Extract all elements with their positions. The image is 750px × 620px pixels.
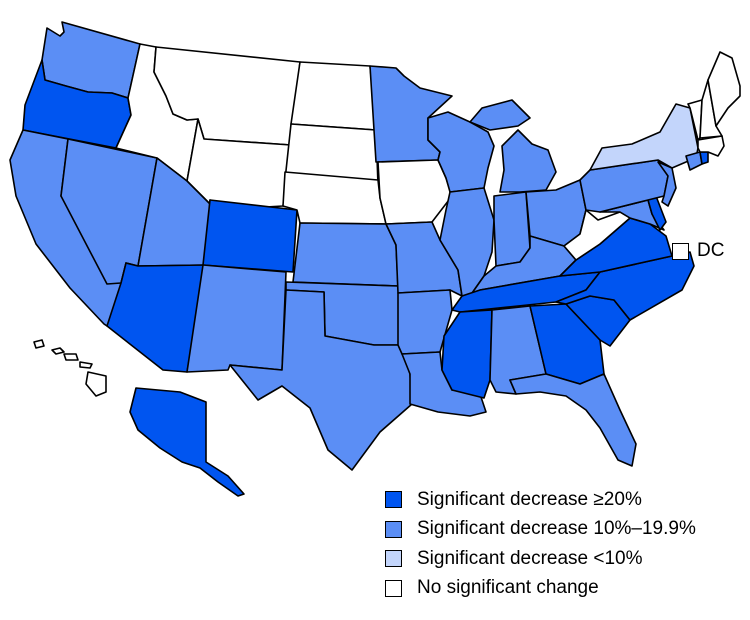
state-NM[interactable] (186, 264, 287, 373)
state-MI[interactable] (469, 99, 557, 193)
state-VT[interactable] (687, 99, 703, 141)
legend: Significant decrease ≥20% Significant de… (385, 485, 696, 603)
state-FL[interactable] (509, 373, 637, 467)
state-TX[interactable] (229, 289, 413, 471)
state-NE[interactable] (282, 171, 387, 225)
state-MS[interactable] (441, 309, 493, 399)
state-KS[interactable] (292, 222, 399, 287)
state-IA[interactable] (377, 159, 453, 225)
legend-swatch (385, 520, 402, 538)
state-LA[interactable] (401, 351, 487, 417)
state-NH[interactable] (699, 79, 723, 139)
state-CO[interactable] (202, 199, 298, 273)
legend-item: No significant change (385, 574, 696, 604)
state-CT[interactable] (685, 151, 703, 171)
state-HI[interactable] (33, 339, 107, 397)
legend-item: Significant decrease 10%–19.9% (385, 515, 696, 545)
legend-swatch (385, 491, 402, 509)
legend-label: Significant decrease <10% (417, 547, 643, 569)
state-ND[interactable] (290, 61, 377, 131)
legend-label: Significant decrease ≥20% (417, 488, 642, 510)
state-NY[interactable] (589, 103, 699, 171)
state-NJ[interactable] (657, 161, 677, 207)
state-NC[interactable] (555, 251, 695, 321)
state-AK[interactable] (129, 387, 245, 497)
dc-label: DC (697, 240, 725, 261)
legend-label: No significant change (417, 577, 599, 599)
state-ME[interactable] (707, 51, 741, 127)
legend-item: Significant decrease <10% (385, 544, 696, 574)
legend-swatch (385, 550, 402, 568)
legend-item: Significant decrease ≥20% (385, 485, 696, 515)
dc-swatch[interactable] (672, 242, 689, 260)
legend-swatch (385, 579, 402, 597)
state-RI[interactable] (699, 151, 709, 165)
legend-label: Significant decrease 10%–19.9% (417, 518, 696, 540)
state-MA[interactable] (697, 135, 725, 157)
dc-indicator: DC (672, 240, 724, 262)
